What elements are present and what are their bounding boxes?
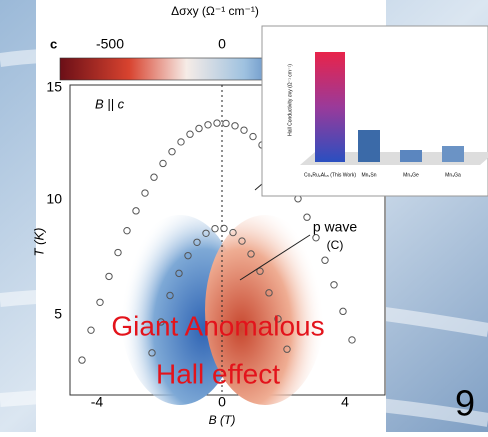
x-axis-label: B (T) <box>209 413 236 427</box>
x-tick-label: 4 <box>341 394 349 410</box>
inset-bar <box>442 146 464 162</box>
colorbar <box>60 58 290 80</box>
x-tick-label: 0 <box>218 394 226 410</box>
inset-bar-label: Mn₃Ge <box>403 172 419 178</box>
field-label: B || c <box>95 96 125 111</box>
inset-frame <box>262 26 488 196</box>
inset: Hall Conductivity σxy (Ω⁻¹ cm⁻¹) Co₃Ru₂A… <box>262 26 488 196</box>
colorbar-title: Δσxy (Ω⁻¹ cm⁻¹) <box>171 4 259 18</box>
inset-bar-label: Co₃Ru₂Al₁₅ (This Work) <box>304 172 356 178</box>
y-tick-label: 5 <box>54 306 62 322</box>
inset-bar-label: Mn₃Sn <box>361 172 376 178</box>
overlay-title: Giant Anomalous <box>111 310 324 341</box>
annotation: (C) <box>327 238 344 252</box>
y-axis-label: T (K) <box>31 228 46 257</box>
panel-label: c <box>50 36 57 51</box>
inset-y-label: Hall Conductivity σxy (Ω⁻¹ cm⁻¹) <box>287 64 293 136</box>
annotation: p wave <box>313 219 358 235</box>
slide-number: 9 <box>455 383 475 424</box>
slide: Δσxy (Ω⁻¹ cm⁻¹) -500 0 c B || c p wave (… <box>0 0 488 432</box>
inset-bar <box>315 52 345 162</box>
inset-bar <box>400 150 422 162</box>
y-tick-label: 15 <box>46 79 62 95</box>
inset-bar <box>358 130 380 162</box>
overlay-title: Hall effect <box>156 358 280 389</box>
colorbar-tick: 0 <box>218 36 226 52</box>
x-tick-label: -4 <box>91 394 104 410</box>
y-tick-label: 10 <box>46 191 62 207</box>
inset-bar-label: Mn₃Ga <box>445 172 461 178</box>
colorbar-tick: -500 <box>96 36 124 52</box>
